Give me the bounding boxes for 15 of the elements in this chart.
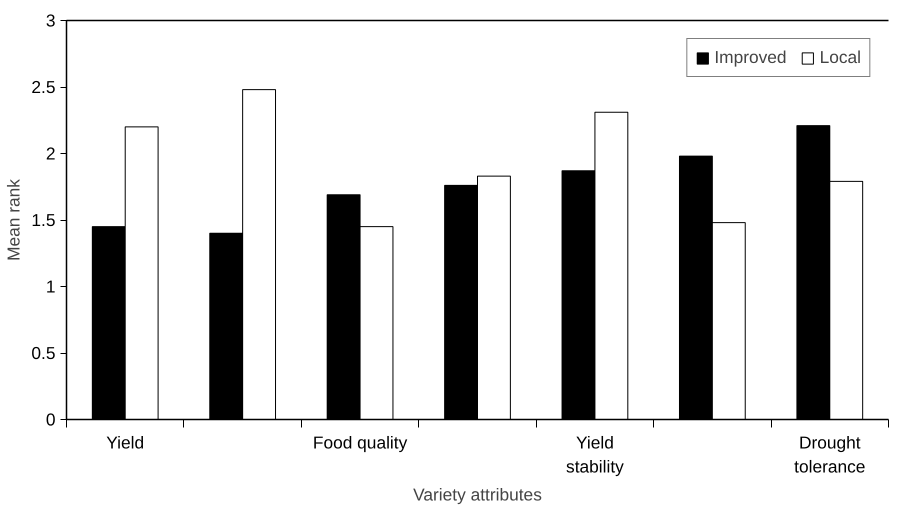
x-tick-label: Yield [106, 432, 144, 452]
x-axis-title: Variety attributes [413, 484, 542, 504]
y-tick-label: 0.5 [31, 343, 56, 363]
legend-label: Local [820, 47, 861, 68]
y-tick-label: 2.5 [31, 77, 56, 97]
y-tick-label: 1.5 [31, 210, 56, 230]
x-tick-label: Drought tolerance [794, 432, 866, 476]
x-tick-label: Yield stability [566, 432, 624, 476]
y-tick-label: 3 [46, 10, 56, 30]
x-tick-label: Food quality [312, 432, 408, 452]
y-tick-label: 2 [46, 144, 56, 164]
y-tick-label: 0 [46, 410, 56, 430]
legend-label: Improved [714, 47, 787, 68]
y-tick-label: 1 [46, 276, 56, 296]
y-axis-title: Mean rank [3, 178, 24, 261]
